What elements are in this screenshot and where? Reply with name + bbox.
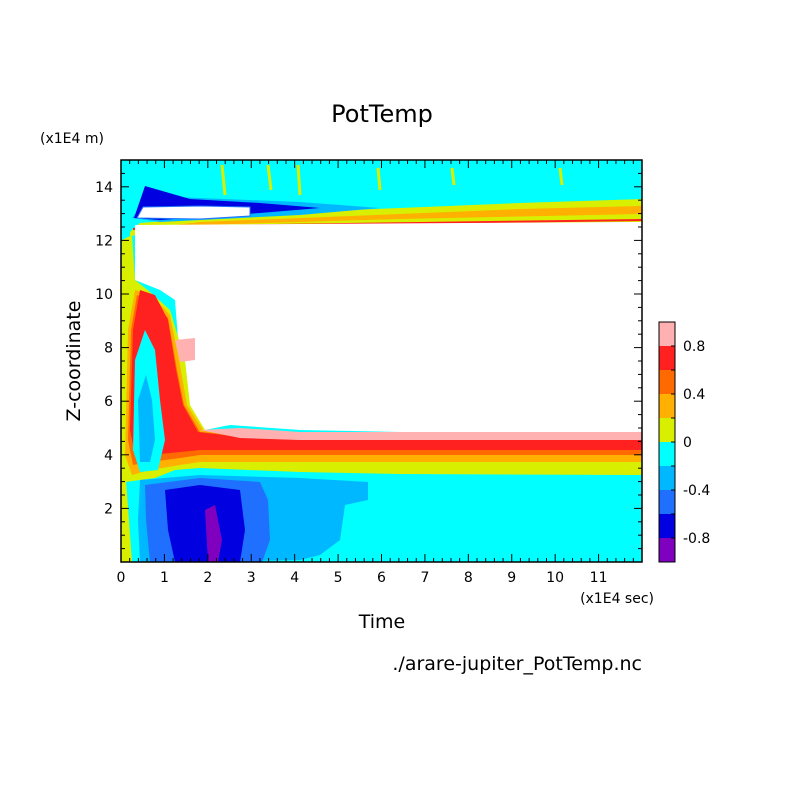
colorbar-tick-label: -0.4 <box>683 483 710 499</box>
x-tick-label: 2 <box>203 570 212 586</box>
contour-lower-purple-streak <box>205 505 222 562</box>
x-tick-label: 9 <box>507 570 516 586</box>
colorbar-tick-label: -0.8 <box>683 531 710 547</box>
file-name-label: ./arare-jupiter_PotTemp.nc <box>392 653 642 675</box>
colorbar-level <box>659 490 675 514</box>
colorbar-level <box>659 442 675 466</box>
y-axis-label: Z-coordinate <box>63 301 85 422</box>
y-tick-label: 10 <box>95 287 113 303</box>
x-tick-label: 1 <box>160 570 169 586</box>
contour-plume-red <box>130 290 642 455</box>
x-tick-label: 7 <box>420 570 429 586</box>
x-ticks: 0 1 2 3 4 5 6 7 8 9 10 11 <box>117 160 643 586</box>
contour-lower-darkblue <box>165 485 245 562</box>
contour-plume-pink <box>175 338 642 440</box>
colorbar-level <box>659 322 675 346</box>
colorbar-level <box>659 370 675 394</box>
x-tick-label: 10 <box>546 570 564 586</box>
y-tick-label: 2 <box>104 501 113 517</box>
contour-white-region <box>135 222 642 432</box>
x-tick-label: 4 <box>290 570 299 586</box>
colorbar-tick-label: 0.8 <box>683 339 705 355</box>
colorbar-tick-label: 0 <box>683 435 692 451</box>
y-unit-label: (x1E4 m) <box>40 131 104 147</box>
contour-top-yellow-streaks <box>220 164 564 196</box>
colorbar-level <box>659 538 675 562</box>
colorbar-level <box>659 394 675 418</box>
x-tick-label: 11 <box>590 570 608 586</box>
contour-left-edge-yellow <box>121 480 132 562</box>
colorbar-level <box>659 418 675 442</box>
y-tick-label: 4 <box>104 448 113 464</box>
y-tick-label: 12 <box>95 233 113 249</box>
x-tick-label: 5 <box>334 570 343 586</box>
x-tick-label: 3 <box>247 570 256 586</box>
colorbar-level <box>659 514 675 538</box>
contour-white-upper-pocket <box>136 205 251 220</box>
contour-plume-lightblue-core <box>138 375 155 462</box>
contour-upper-orange-band <box>133 206 642 230</box>
contour-field <box>121 160 642 562</box>
colorbar-tick-label: 0.4 <box>683 387 705 403</box>
x-tick-label: 0 <box>117 570 126 586</box>
x-unit-label: (x1E4 sec) <box>580 591 654 607</box>
y-tick-label: 14 <box>95 180 113 196</box>
y-tick-label: 6 <box>104 394 113 410</box>
y-ticks: 2 4 6 8 10 12 14 <box>95 159 642 563</box>
y-tick-label: 8 <box>104 341 113 357</box>
x-tick-label: 6 <box>377 570 386 586</box>
x-axis-label: Time <box>358 611 406 633</box>
colorbar-level <box>659 466 675 490</box>
x-tick-label: 8 <box>464 570 473 586</box>
colorbar: 0.8 0.4 0 -0.4 -0.8 <box>658 321 710 563</box>
colorbar-level <box>659 346 675 370</box>
chart-title: PotTemp <box>331 100 433 128</box>
